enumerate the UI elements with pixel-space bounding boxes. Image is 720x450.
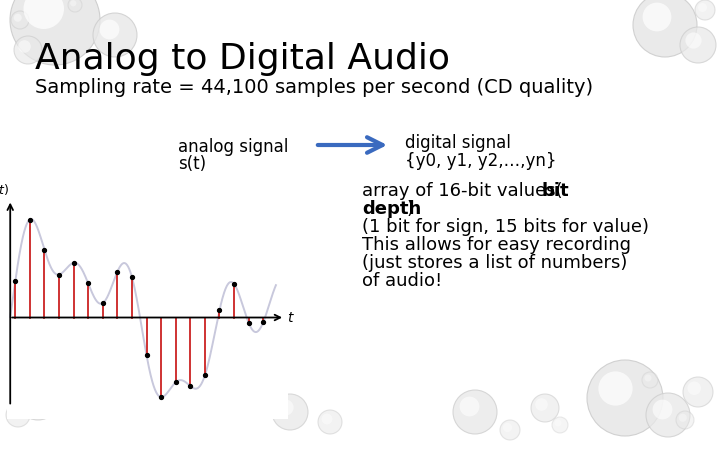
Circle shape	[453, 390, 497, 434]
Circle shape	[459, 396, 480, 416]
Circle shape	[598, 371, 633, 405]
Circle shape	[642, 372, 658, 388]
Circle shape	[24, 0, 64, 29]
Text: bit: bit	[541, 182, 569, 200]
Circle shape	[18, 40, 31, 53]
Text: This allows for easy recording: This allows for easy recording	[362, 236, 631, 254]
Text: s(t): s(t)	[178, 155, 206, 173]
Circle shape	[272, 394, 308, 430]
FancyArrowPatch shape	[318, 137, 382, 153]
Circle shape	[698, 3, 707, 12]
Circle shape	[9, 407, 20, 418]
Circle shape	[16, 376, 60, 420]
Text: digital signal: digital signal	[405, 134, 511, 152]
Circle shape	[70, 0, 76, 6]
Circle shape	[500, 420, 520, 440]
Circle shape	[680, 27, 716, 63]
Text: Sampling rate = 44,100 samples per second (CD quality): Sampling rate = 44,100 samples per secon…	[35, 78, 593, 97]
Circle shape	[99, 20, 120, 40]
Circle shape	[318, 410, 342, 434]
Text: (just stores a list of numbers): (just stores a list of numbers)	[362, 254, 627, 272]
Text: depth: depth	[362, 200, 421, 218]
Circle shape	[644, 374, 652, 382]
Circle shape	[587, 360, 663, 436]
Circle shape	[531, 394, 559, 422]
Text: analog signal: analog signal	[178, 138, 289, 156]
Circle shape	[646, 393, 690, 437]
Circle shape	[11, 11, 29, 29]
Circle shape	[14, 36, 42, 64]
Circle shape	[6, 403, 30, 427]
Circle shape	[68, 0, 82, 12]
Circle shape	[688, 382, 701, 395]
Text: array of 16-bit values(: array of 16-bit values(	[362, 182, 562, 200]
Circle shape	[277, 400, 294, 416]
Circle shape	[14, 14, 22, 22]
Circle shape	[535, 398, 548, 411]
Circle shape	[10, 0, 100, 65]
Circle shape	[685, 32, 701, 49]
Circle shape	[676, 411, 694, 429]
Circle shape	[554, 419, 562, 427]
Circle shape	[679, 414, 687, 422]
Circle shape	[552, 417, 568, 433]
Text: $t$: $t$	[287, 310, 295, 324]
Circle shape	[652, 400, 672, 419]
Text: Analog to Digital Audio: Analog to Digital Audio	[35, 42, 450, 76]
Circle shape	[683, 377, 713, 407]
Circle shape	[322, 414, 333, 424]
Text: {y0, y1, y2,…,yn}: {y0, y1, y2,…,yn}	[405, 152, 557, 170]
Circle shape	[22, 382, 42, 402]
Text: ): )	[406, 200, 413, 218]
Circle shape	[695, 0, 715, 20]
Circle shape	[93, 13, 137, 57]
Text: $s(t)$: $s(t)$	[0, 182, 9, 197]
Circle shape	[633, 0, 697, 57]
Circle shape	[643, 3, 672, 32]
Text: of audio!: of audio!	[362, 272, 442, 290]
Text: (1 bit for sign, 15 bits for value): (1 bit for sign, 15 bits for value)	[362, 218, 649, 236]
Circle shape	[503, 423, 512, 432]
